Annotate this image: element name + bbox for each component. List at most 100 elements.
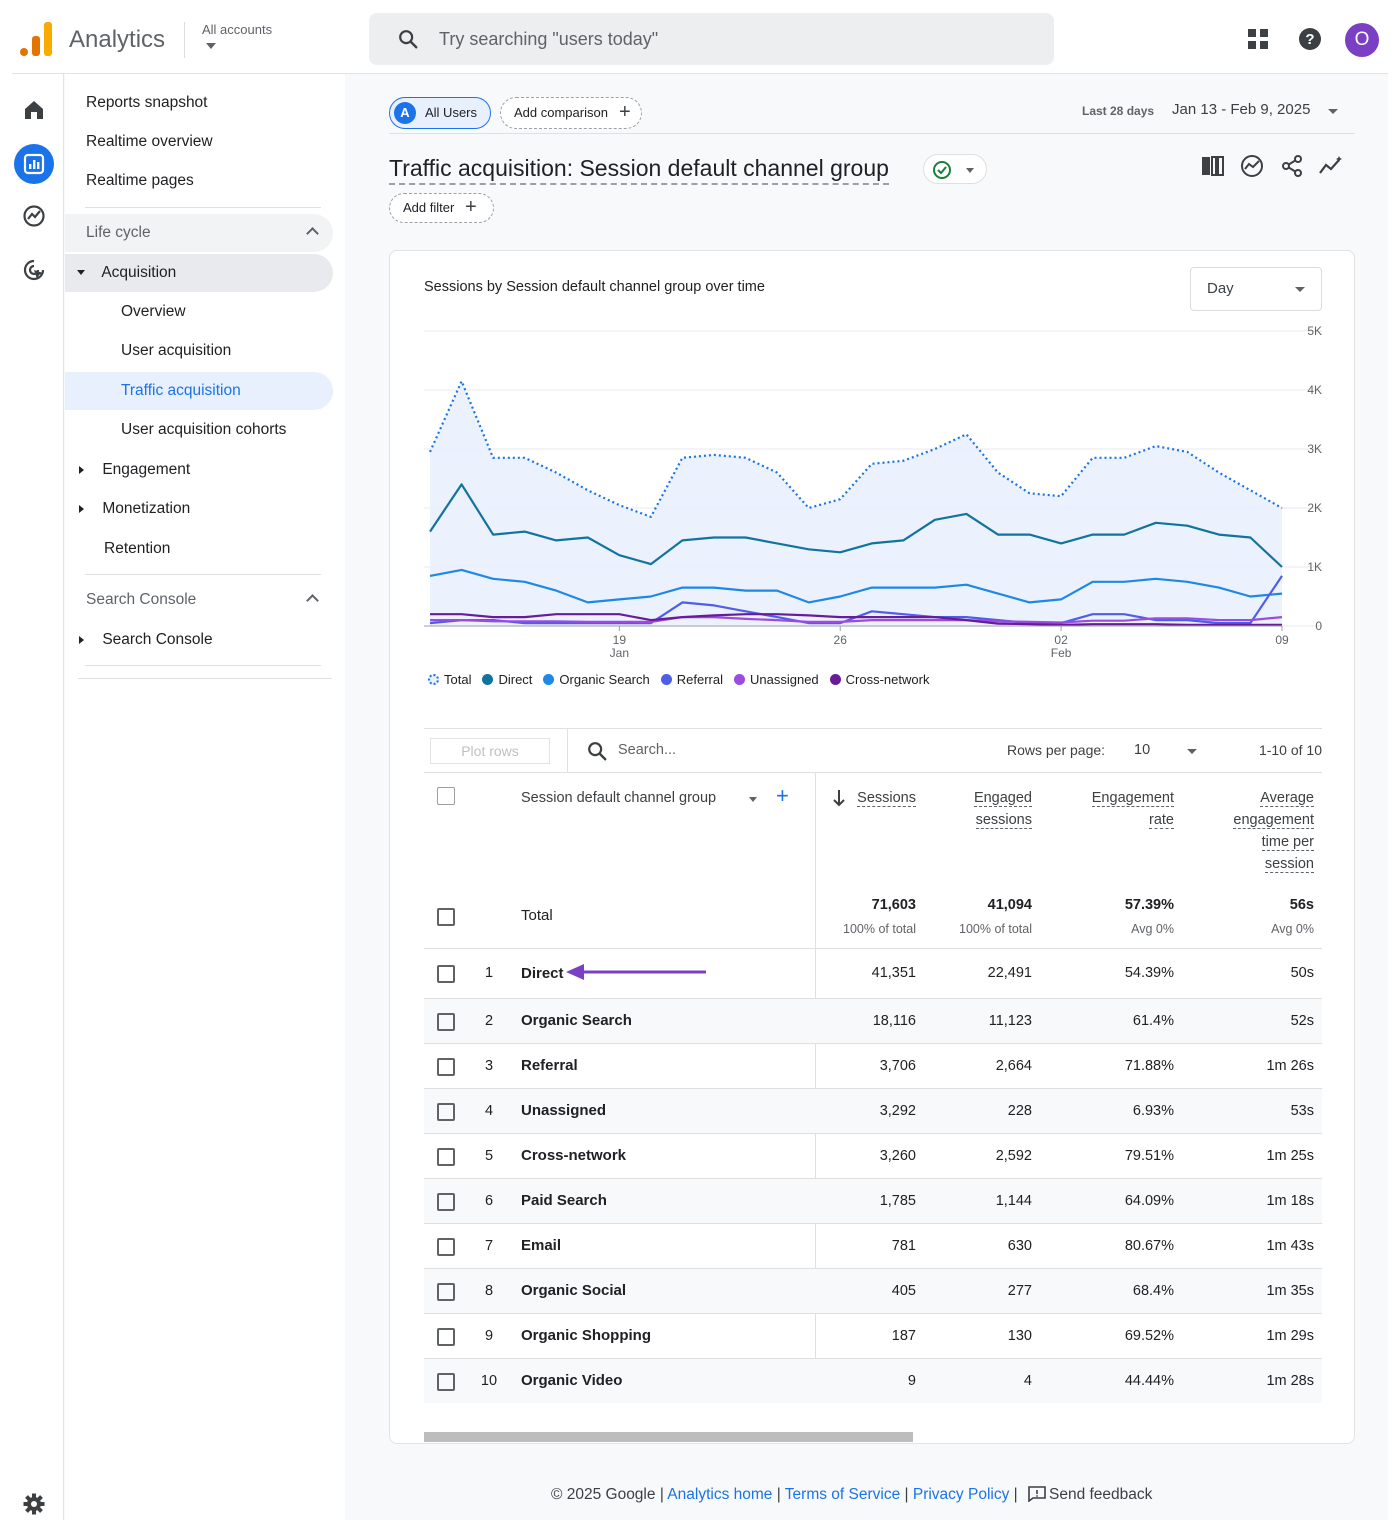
send-feedback-button[interactable]: Send feedback bbox=[1022, 1486, 1152, 1503]
nav-reports-snapshot[interactable]: Reports snapshot bbox=[86, 94, 208, 111]
report-status-dropdown[interactable] bbox=[923, 154, 987, 184]
table-row[interactable]: 5 Cross-network 3,260 2,592 79.51% 1m 25s bbox=[424, 1133, 1322, 1178]
date-range-label: Last 28 days bbox=[1082, 104, 1155, 118]
compare-columns-icon[interactable] bbox=[1201, 155, 1225, 177]
nav-traffic-acquisition[interactable]: Traffic acquisition bbox=[65, 372, 333, 410]
account-selector[interactable]: All accounts bbox=[202, 22, 272, 49]
date-range-value[interactable]: Jan 13 - Feb 9, 2025 bbox=[1172, 101, 1311, 118]
header-sessions[interactable]: Sessions bbox=[857, 787, 916, 809]
legend-item[interactable]: Organic Search bbox=[543, 672, 650, 687]
nav-monetization[interactable]: Monetization bbox=[65, 490, 333, 528]
legend-item[interactable]: Total bbox=[428, 672, 471, 687]
terms-link[interactable]: Terms of Service bbox=[784, 1486, 901, 1503]
header-avg-engagement-time[interactable]: Average engagement time per session bbox=[1233, 787, 1314, 875]
table-row[interactable]: 1 Direct 41,351 22,491 54.39% 50s bbox=[424, 948, 1322, 998]
row-channel: Unassigned bbox=[521, 1102, 607, 1119]
table-row[interactable]: 6 Paid Search 1,785 1,144 64.09% 1m 18s bbox=[424, 1178, 1322, 1223]
legend-item[interactable]: Direct bbox=[482, 672, 532, 687]
y-tick-label: 3K bbox=[1307, 442, 1322, 456]
row-engagement-rate: 80.67% bbox=[1124, 1238, 1174, 1254]
nav-user-acquisition-cohorts[interactable]: User acquisition cohorts bbox=[121, 421, 287, 438]
total-rate-sub: Avg 0% bbox=[1131, 922, 1174, 936]
sort-down-arrow-icon[interactable] bbox=[832, 789, 846, 807]
date-range-caret-icon[interactable] bbox=[1328, 109, 1338, 114]
home-icon[interactable] bbox=[22, 98, 46, 122]
trend-sparkle-icon[interactable] bbox=[1318, 154, 1344, 178]
legend-item[interactable]: Referral bbox=[660, 672, 723, 687]
row-checkbox[interactable] bbox=[437, 1058, 455, 1076]
y-tick-label: 1K bbox=[1307, 560, 1322, 574]
dimension-header[interactable]: Session default channel group bbox=[521, 790, 717, 806]
nav-acquisition[interactable]: Acquisition bbox=[65, 254, 333, 292]
nav-section-life-cycle[interactable]: Life cycle bbox=[65, 214, 333, 252]
nav-acquisition-overview[interactable]: Overview bbox=[121, 303, 186, 320]
privacy-link[interactable]: Privacy Policy bbox=[912, 1486, 1010, 1503]
footer-separator: | bbox=[904, 1486, 909, 1503]
legend-label: Cross-network bbox=[845, 672, 930, 687]
legend-item[interactable]: Unassigned bbox=[734, 672, 819, 687]
settings-gear-icon[interactable] bbox=[22, 1492, 46, 1516]
caret-down-icon[interactable] bbox=[1187, 749, 1197, 754]
header-engaged-sessions[interactable]: Engaged sessions bbox=[973, 787, 1032, 831]
row-checkbox[interactable] bbox=[437, 1103, 455, 1121]
page-title[interactable]: Traffic acquisition: Session default cha… bbox=[389, 153, 889, 185]
series-line bbox=[430, 613, 1282, 626]
table-row[interactable]: 7 Email 781 630 80.67% 1m 43s bbox=[424, 1223, 1322, 1268]
add-comparison-button[interactable]: Add comparison + bbox=[500, 97, 642, 129]
row-engagement-rate: 6.93% bbox=[1132, 1103, 1174, 1119]
row-checkbox[interactable] bbox=[437, 908, 455, 926]
select-all-checkbox[interactable] bbox=[437, 787, 455, 805]
row-checkbox[interactable] bbox=[437, 1193, 455, 1211]
table-row[interactable]: 8 Organic Social 405 277 68.4% 1m 35s bbox=[424, 1268, 1322, 1313]
caret-down-icon[interactable] bbox=[749, 797, 757, 802]
analytics-logo-icon[interactable] bbox=[20, 22, 52, 56]
nav-realtime-pages[interactable]: Realtime pages bbox=[86, 172, 194, 189]
row-checkbox[interactable] bbox=[437, 1013, 455, 1031]
granularity-select[interactable]: Day bbox=[1190, 267, 1322, 311]
explore-icon[interactable] bbox=[22, 204, 46, 228]
search-icon[interactable] bbox=[586, 740, 608, 762]
horizontal-scrollbar[interactable] bbox=[424, 1432, 913, 1442]
x-tick-label: 26 bbox=[834, 633, 848, 647]
y-tick-label: 2K bbox=[1307, 501, 1322, 515]
segment-all-users-chip[interactable]: A All Users bbox=[389, 97, 491, 129]
row-checkbox[interactable] bbox=[437, 1238, 455, 1256]
nav-user-acquisition[interactable]: User acquisition bbox=[121, 342, 232, 359]
nav-search-console[interactable]: Search Console bbox=[65, 621, 333, 659]
table-row[interactable]: 2 Organic Search 18,116 11,123 61.4% 52s bbox=[424, 998, 1322, 1043]
nav-engagement[interactable]: Engagement bbox=[65, 451, 333, 489]
nav-section-search-console[interactable]: Search Console bbox=[65, 581, 333, 619]
row-checkbox[interactable] bbox=[437, 965, 455, 983]
table-search-input[interactable]: Search... bbox=[618, 742, 677, 758]
row-checkbox[interactable] bbox=[437, 1283, 455, 1301]
add-filter-button[interactable]: Add filter + bbox=[389, 193, 494, 223]
apps-grid-icon[interactable] bbox=[1247, 28, 1269, 50]
row-avg-engagement-time: 1m 18s bbox=[1266, 1193, 1314, 1209]
insights-icon[interactable] bbox=[1240, 154, 1264, 178]
row-checkbox[interactable] bbox=[437, 1148, 455, 1166]
rows-per-page-select[interactable]: 10 bbox=[1134, 742, 1151, 758]
y-tick-label: 4K bbox=[1307, 383, 1322, 397]
table-row[interactable]: 10 Organic Video 9 4 44.44% 1m 28s bbox=[424, 1358, 1322, 1403]
reports-nav-button[interactable] bbox=[14, 144, 54, 184]
row-number: 10 bbox=[480, 1373, 498, 1389]
header-engagement-rate[interactable]: Engagement rate bbox=[1091, 787, 1174, 831]
nav-retention[interactable]: Retention bbox=[104, 540, 171, 557]
row-checkbox[interactable] bbox=[437, 1328, 455, 1346]
table-row[interactable]: 4 Unassigned 3,292 228 6.93% 53s bbox=[424, 1088, 1322, 1133]
divider bbox=[184, 22, 185, 58]
table-row[interactable]: 3 Referral 3,706 2,664 71.88% 1m 26s bbox=[424, 1043, 1322, 1088]
legend-item[interactable]: Cross-network bbox=[829, 672, 930, 687]
row-checkbox[interactable] bbox=[437, 1373, 455, 1391]
search-bar[interactable]: Try searching "users today" bbox=[369, 13, 1054, 65]
analytics-home-link[interactable]: Analytics home bbox=[667, 1486, 773, 1503]
share-icon[interactable] bbox=[1280, 154, 1304, 178]
nav-realtime-overview[interactable]: Realtime overview bbox=[86, 133, 213, 150]
advertising-icon[interactable] bbox=[22, 258, 46, 282]
table-row[interactable]: 9 Organic Shopping 187 130 69.52% 1m 29s bbox=[424, 1313, 1322, 1358]
help-icon[interactable]: ? bbox=[1298, 27, 1322, 51]
add-dimension-plus-icon[interactable]: + bbox=[776, 783, 789, 808]
avatar[interactable]: O bbox=[1345, 23, 1379, 57]
plot-rows-button[interactable]: Plot rows bbox=[430, 738, 550, 764]
